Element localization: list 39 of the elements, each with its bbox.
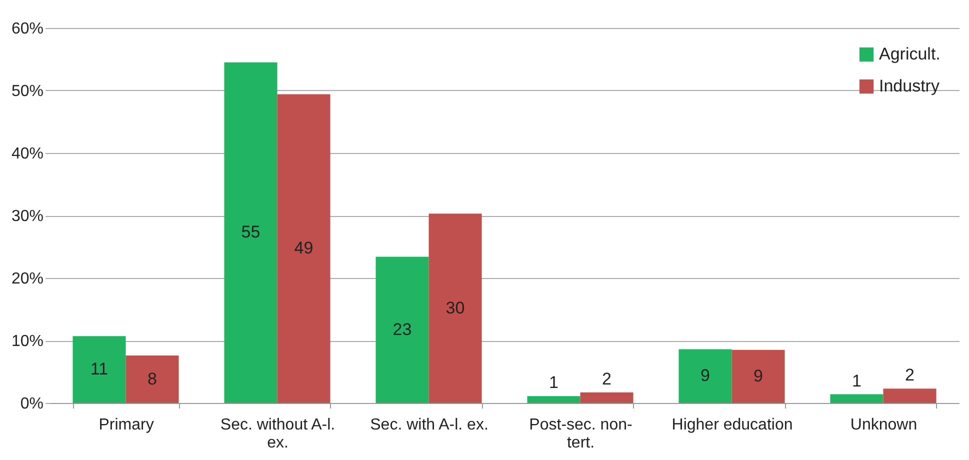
bar — [126, 356, 179, 403]
data-label: 30 — [446, 298, 465, 318]
x-tick-label: Post-sec. non-tert. — [529, 416, 632, 452]
x-tick-label: Unknown — [850, 416, 918, 434]
y-tick-label: 40% — [11, 146, 44, 162]
data-label: 2 — [602, 369, 612, 388]
bar — [376, 256, 429, 403]
bar — [527, 396, 580, 403]
bar — [678, 349, 732, 403]
x-tick-label: Primary — [98, 416, 154, 434]
x-tick-label: Sec. without A-l. ex. — [220, 416, 336, 452]
bar — [277, 94, 330, 403]
data-label: 23 — [392, 320, 412, 339]
data-label: 9 — [754, 366, 763, 386]
data-label: 9 — [700, 366, 710, 386]
data-label: 1 — [549, 373, 558, 392]
data-label: 11 — [90, 360, 108, 379]
x-tick-label: Sec. with A-l. ex. — [370, 416, 488, 434]
data-label: 55 — [241, 222, 260, 242]
data-label: 1 — [852, 371, 862, 390]
bar — [224, 62, 278, 403]
bar — [883, 388, 936, 403]
bar — [830, 394, 884, 403]
data-label: 2 — [905, 366, 914, 385]
data-label: 49 — [294, 238, 314, 258]
y-tick-label: 0% — [20, 396, 44, 412]
x-tick-label: Higher education — [672, 416, 793, 434]
bar — [72, 336, 126, 403]
data-label: 8 — [148, 369, 157, 388]
y-tick-label: 50% — [11, 83, 44, 100]
bar — [580, 392, 634, 403]
legend-label: Industry — [879, 76, 940, 96]
y-tick-label: 20% — [11, 270, 44, 288]
legend-label: Agricult. — [879, 44, 940, 64]
y-tick-label: 60% — [11, 20, 44, 38]
bar — [428, 214, 482, 403]
bar — [732, 350, 785, 403]
y-tick-label: 10% — [11, 333, 44, 350]
y-tick-label: 30% — [11, 208, 44, 225]
